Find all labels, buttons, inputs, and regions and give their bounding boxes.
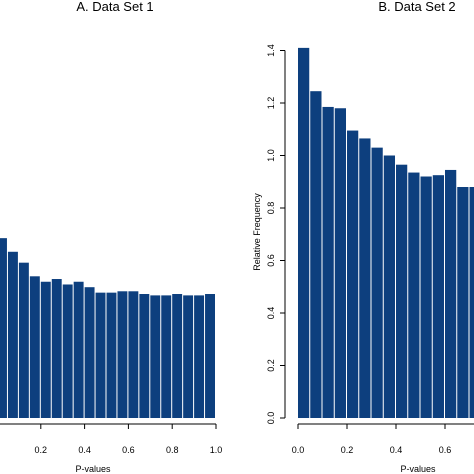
panel-b-bar [383,155,395,418]
panel-a-x-tick-label: 0.2 [35,445,48,455]
panel-a-bar [84,287,95,418]
panel-b-bar [310,91,322,418]
panel-b-bar [322,106,334,418]
panel-b-y-axis: 0.0 0.2 0.4 0.6 0.8 1.0 1.2 1.4 [266,44,286,425]
panel-b-y-tick-label: 0.4 [266,307,276,320]
panel-b-y-tick-label: 1.4 [266,44,276,57]
panel-a-bar [73,281,84,418]
panel-b-bar [371,147,383,419]
panel-b-bar [469,187,474,418]
panel-a-bar [150,295,161,419]
panel-a-x-axis: 0.2 0.4 0.6 0.8 1.0 [0,423,223,455]
panel-b-y-tick-label: 0.6 [266,254,276,267]
panel-a-bar [18,262,29,418]
panel-a-bar [117,291,128,418]
panel-b-bar [396,164,408,418]
panel-b-bar [359,138,371,418]
panel-a-bars [0,238,215,419]
panel-a-bar [161,295,172,419]
panel-b-bar [298,47,310,419]
panel-b-bar [445,169,457,418]
panel-b-y-axis-label: Relative Frequency [252,193,262,271]
panel-a-bar [183,295,194,419]
panel-a-bar [7,251,18,418]
panel-b-x-axis: 0.0 0.2 0.4 0.6 [292,423,474,455]
panel-a-bar [106,292,117,418]
panel-b-bar [334,108,346,418]
panel-b-y-tick-label: 0.2 [266,359,276,372]
panel-b-y-tick-label: 1.0 [266,149,276,162]
panel-a-bar [172,294,183,418]
panel-b-x-tick-label: 0.2 [341,445,354,455]
panel-b-bar [347,130,359,418]
panel-b: B. Data Set 2 0.0 0.2 0.4 0.6 0.00.20.40.60… [252,0,474,474]
panel-a-x-axis-label: P-values [75,464,111,474]
panel-b-y-tick-label: 1.2 [266,97,276,110]
panel-a-bar [194,295,205,419]
panel-a-bar [40,281,51,418]
panel-a: A. Data Set 1 0.2 0.4 0.6 0.8 1.0 P-values [0,0,222,474]
panel-b-bars [298,47,474,419]
panel-a-bar [51,279,62,418]
panel-a-bar [29,276,40,418]
panel-b-bar [420,176,432,418]
panel-b-y-tick-label: 0.8 [266,202,276,215]
panel-a-bar [62,284,73,419]
panel-a-bar [139,294,150,418]
panel-a-x-tick-label: 0.4 [78,445,91,455]
panel-b-y-tick-label: 0.0 [266,412,276,425]
panel-b-bar [457,187,469,418]
panel-a-x-tick-label: 1.0 [210,445,223,455]
panel-b-bar [408,172,420,418]
panel-b-title: B. Data Set 2 [378,0,455,14]
panel-b-x-tick-label: 0.0 [292,445,305,455]
panel-a-bar [0,238,7,418]
panel-a-title: A. Data Set 1 [76,0,153,14]
panel-a-x-tick-label: 0.6 [122,445,135,455]
panel-b-x-tick-label: 0.4 [390,445,403,455]
panel-a-bar [128,291,139,418]
panel-b-x-tick-label: 0.6 [439,445,452,455]
panel-a-x-tick-label: 0.8 [166,445,179,455]
panel-b-bar [432,175,444,418]
panel-b-x-axis-label: P-values [400,464,436,474]
panel-a-bar [95,292,106,418]
panel-a-bar [205,294,215,418]
